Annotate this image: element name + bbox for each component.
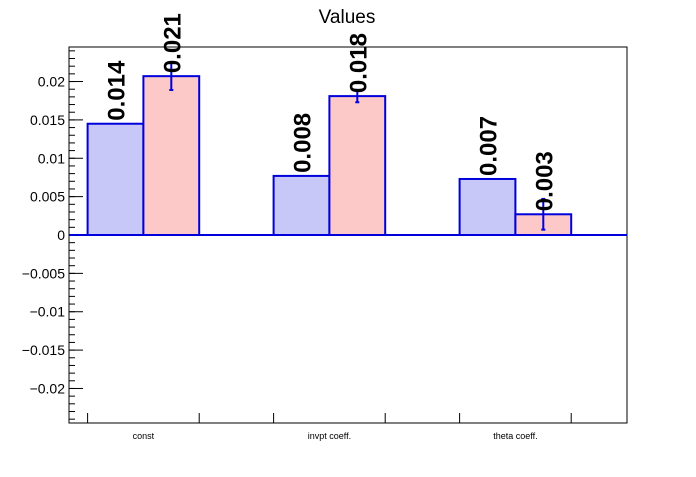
bar-value-label: 0.003 <box>531 151 558 211</box>
y-tick-label: −0.02 <box>30 380 66 396</box>
value-labels: 0.014 0.008 0.007 0.021 0.018 0.003 <box>104 13 559 211</box>
y-tick-label: −0.015 <box>22 342 65 358</box>
bar <box>458 177 517 236</box>
bar-value-label: 0.018 <box>345 33 372 93</box>
bar <box>142 75 201 237</box>
bar-value-label: 0.008 <box>290 113 317 173</box>
y-tick-label: 0 <box>57 227 65 243</box>
bar-value-label: 0.007 <box>476 116 503 176</box>
y-tick-label: 0.01 <box>38 150 65 166</box>
bar-value-label: 0.014 <box>104 60 131 121</box>
bar <box>86 122 145 236</box>
bar <box>328 95 387 237</box>
x-tick-label: invpt coeff. <box>308 431 351 441</box>
bars <box>69 61 627 237</box>
y-tick-label: 0.02 <box>38 74 65 90</box>
y-tick-label: −0.01 <box>30 304 66 320</box>
y-tick-label: 0.015 <box>30 112 65 128</box>
x-tick-label: const <box>133 431 155 441</box>
x-tick-label: theta coeff. <box>493 431 537 441</box>
axes: −0.02 −0.015 −0.01 −0.005 0 0.005 0.01 0.015 0.0… <box>22 46 628 441</box>
chart-title: Values <box>319 7 376 28</box>
y-tick-label: 0.005 <box>30 189 65 205</box>
y-tick-label: −0.005 <box>22 265 65 281</box>
bar-value-label: 0.021 <box>159 13 186 73</box>
bar <box>272 174 331 237</box>
